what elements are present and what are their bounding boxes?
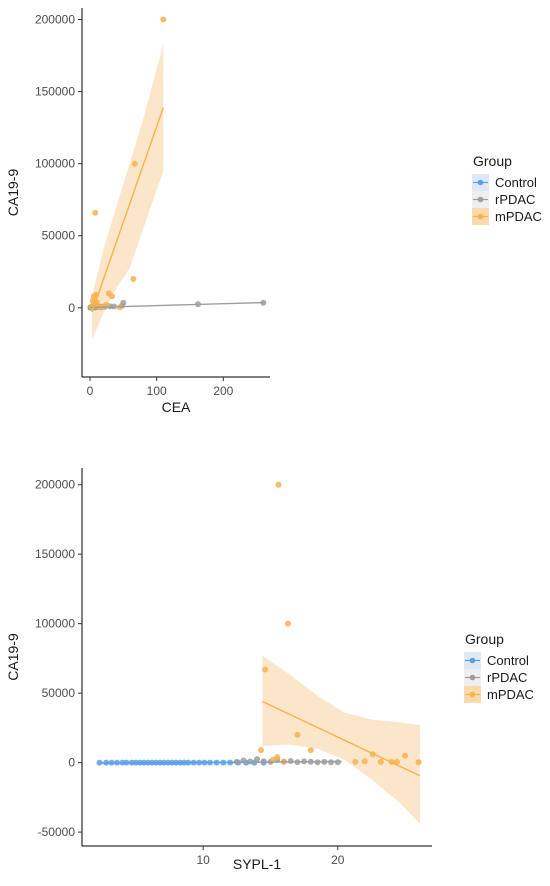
chart-2-sypl-1-mpdac-point-2: [262, 666, 269, 673]
chart-1-cea-legend-title: Group: [473, 153, 512, 169]
chart-1-cea-legend: Group Control rPDAC mPDAC: [472, 153, 542, 225]
chart-2-sypl-1-x-tick-label-1: 10: [196, 853, 210, 867]
chart-1-cea-legend-dot-control: [477, 179, 484, 186]
chart-2-sypl-1-rpdac-point-9: [287, 758, 294, 764]
chart-1-cea-rpdac-fit-line: [89, 301, 265, 309]
chart-2-sypl-1-mpdac-point-8: [294, 731, 301, 738]
chart-1-cea: 0 50000 100000 150000 200000 0 100 200 CEA CA19-9…: [5, 8, 542, 415]
chart-1-cea-y-tick-label-3: 100000: [35, 157, 75, 171]
chart-2-sypl-1-mpdac-point-13: [377, 758, 384, 765]
chart-1-cea-legend-label-mpdac: mPDAC: [495, 209, 542, 224]
chart-2-sypl-1: -50000 0 50000 100000 150000 200000 10 20 SYPL-1…: [5, 468, 534, 872]
chart-2-sypl-1-rpdac-point-16: [334, 759, 341, 766]
chart-2-sypl-1-legend-label-mpdac: mPDAC: [487, 687, 534, 702]
chart-1-cea-y-axis-title: CA19-9: [5, 169, 21, 217]
chart-1-cea-mpdac-point-6: [92, 209, 99, 216]
chart-2-sypl-1-x-tick-label-2: 20: [331, 853, 345, 867]
chart-1-cea-y-tick-label-4: 150000: [35, 85, 75, 99]
chart-2-sypl-1-legend-dot-mpdac: [469, 691, 476, 698]
chart-1-cea-mpdac-confidence-band: [92, 44, 164, 340]
chart-2-sypl-1-mpdac-confidence-band: [262, 655, 420, 824]
chart-2-sypl-1-mpdac-point-11: [361, 758, 368, 765]
chart-1-cea-rpdac-point-25: [120, 299, 127, 306]
chart-1-cea-x-tick-label-1: 0: [87, 384, 94, 398]
chart-2-sypl-1-y-tick-label-3: 50000: [42, 686, 76, 700]
chart-2-sypl-1-legend-label-control: Control: [487, 653, 529, 668]
chart-1-cea-mpdac-point-14: [109, 293, 115, 300]
chart-1-cea-legend-label-control: Control: [495, 175, 537, 190]
chart-1-cea-y-tick-label-1: 0: [68, 301, 75, 315]
chart-2-sypl-1-mpdac-point-15: [394, 758, 400, 765]
chart-2-sypl-1-y-tick-label-6: 200000: [35, 478, 75, 492]
chart-2-sypl-1-mpdac-point-16: [402, 752, 409, 759]
chart-1-cea-mpdac-point-18: [160, 16, 167, 23]
chart-2-sypl-1-mpdac-point-9: [307, 747, 314, 754]
chart-2-sypl-1-y-axis-title: CA19-9: [5, 633, 21, 681]
chart-2-sypl-1-mpdac-point-7: [285, 620, 291, 627]
chart-1-cea-y-tick-label-2: 50000: [42, 229, 76, 243]
chart-2-sypl-1-y-tick-label-1: -50000: [38, 825, 76, 839]
chart-2-sypl-1-mpdac-point-5: [275, 481, 282, 488]
chart-2-sypl-1-y-tick-label-2: 0: [68, 756, 75, 770]
chart-2-sypl-1-y-tick-label-4: 100000: [35, 617, 75, 631]
chart-2-sypl-1-rpdac-fit-line: [236, 760, 342, 763]
chart-1-cea-legend-dot-rpdac: [477, 196, 484, 203]
chart-2-sypl-1-rpdac-point-5: [260, 758, 267, 765]
chart-2-sypl-1-rpdac-point-4: [254, 756, 260, 763]
chart-1-cea-x-tick-label-3: 200: [213, 384, 233, 398]
chart-2-sypl-1-mpdac-point-4: [274, 754, 281, 761]
chart-2-sypl-1-legend-label-rpdac: rPDAC: [487, 670, 527, 685]
chart-1-cea-x-tick-label-2: 100: [147, 384, 167, 398]
chart-2-sypl-1-mpdac-point-10: [352, 758, 359, 765]
chart-1-cea-mpdac-point-17: [131, 160, 138, 167]
chart-2-sypl-1-y-tick-label-5: 150000: [35, 547, 75, 561]
chart-1-cea-legend-label-rpdac: rPDAC: [495, 192, 535, 207]
chart-1-cea-y-tick-label-5: 200000: [35, 13, 75, 27]
chart-2-sypl-1-x-axis-title: SYPL-1: [233, 856, 281, 872]
chart-2-sypl-1-mpdac-point-1: [258, 747, 264, 754]
chart-2-sypl-1-mpdac-point-17: [415, 759, 422, 766]
chart-2-sypl-1-mpdac-fit-line: [262, 700, 421, 777]
chart-1-cea-mpdac-point-16: [130, 276, 137, 282]
chart-2-sypl-1-legend-dot-control: [469, 657, 476, 664]
chart-2-sypl-1-legend-title: Group: [465, 631, 504, 647]
chart-2-sypl-1-legend-dot-rpdac: [469, 674, 476, 681]
chart-1-cea-x-axis-title: CEA: [162, 399, 191, 415]
chart-1-cea-legend-dot-mpdac: [477, 213, 484, 220]
chart-2-sypl-1-legend: Group Control rPDAC mPDAC: [464, 631, 534, 703]
chart-1-cea-mpdac-fit-line: [91, 107, 164, 313]
